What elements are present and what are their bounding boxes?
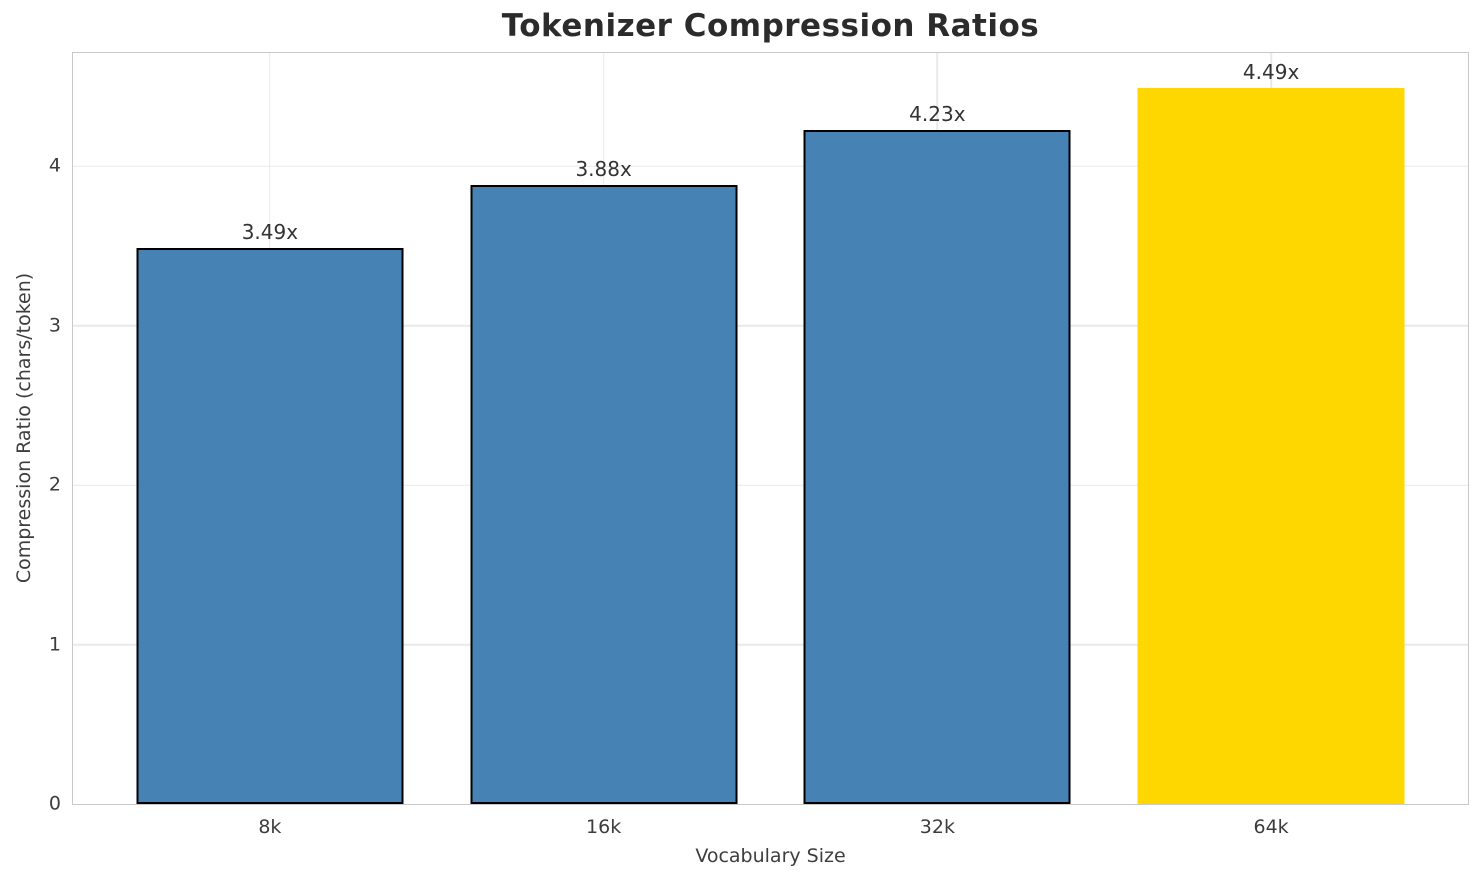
x-axis-label: Vocabulary Size: [695, 845, 846, 867]
plot-area: 0 1 2 3 4 3.49x 8k 3.88x 16k 4.23x 32k 4.49x 64k: [49, 52, 1469, 838]
chart-title: Tokenizer Compression Ratios: [501, 8, 1040, 44]
bar-16k: [470, 185, 738, 804]
gridline-horizontal: [73, 324, 1468, 327]
x-tick-label: 8k: [258, 816, 282, 838]
bar-value-label: 3.49x: [241, 219, 299, 244]
y-tick-label: 1: [48, 633, 61, 656]
y-axis-label: Compression Ratio (chars/token): [13, 272, 35, 584]
gridline-horizontal: [73, 165, 1468, 167]
y-tick-label: 0: [48, 792, 61, 815]
y-tick-label: 4: [48, 154, 61, 177]
gridline-horizontal: [73, 643, 1468, 646]
bar-value-label: 4.49x: [1242, 60, 1300, 85]
x-tick-label: 64k: [1253, 816, 1289, 838]
bar-value-label: 4.23x: [909, 101, 966, 126]
bar-32k: [803, 129, 1071, 804]
gridline-horizontal: [73, 484, 1468, 486]
bar-64k: [1137, 88, 1405, 804]
bar-value-label: 3.88x: [575, 157, 632, 182]
x-tick-label: 16k: [586, 816, 622, 838]
x-tick-label: 32k: [919, 816, 955, 838]
bar-8k: [136, 247, 404, 804]
y-tick-label: 3: [48, 314, 61, 337]
y-tick-label: 2: [48, 473, 61, 496]
